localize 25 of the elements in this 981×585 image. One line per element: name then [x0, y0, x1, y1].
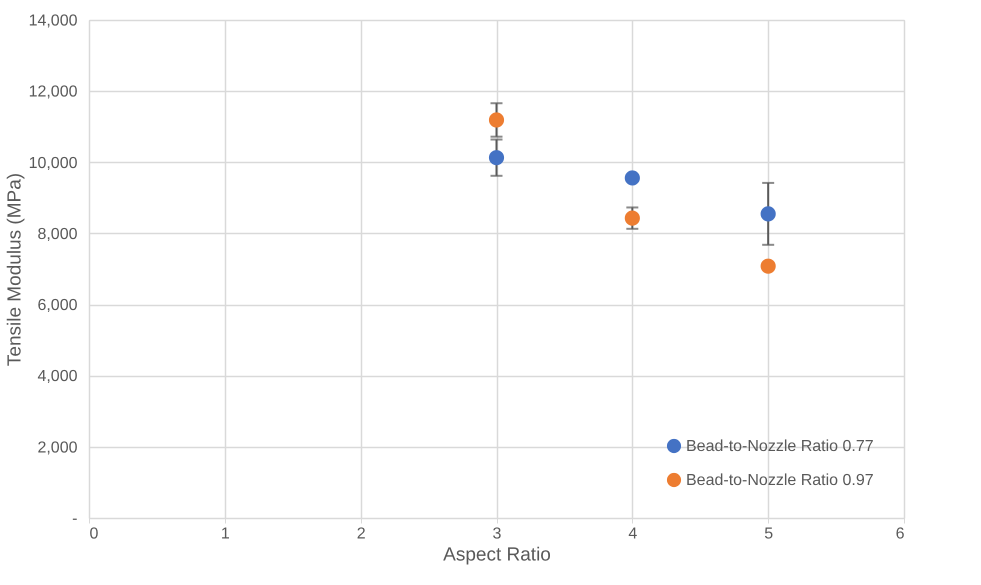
- x-tick-label: 4: [628, 526, 638, 542]
- x-tick-label: 6: [896, 526, 905, 542]
- y-tick-label: 4,000: [37, 368, 78, 386]
- point: [488, 150, 504, 166]
- x-tick-label: 5: [764, 526, 774, 542]
- legend-label: Bead-to-Nozzle Ratio 0.77: [686, 438, 874, 455]
- y-tick-label: 6,000: [37, 297, 78, 314]
- y-tick-label: -: [72, 510, 78, 528]
- x-tick-label: 1: [220, 526, 230, 542]
- point: [624, 170, 640, 186]
- y-tick-label: 12,000: [28, 84, 78, 101]
- y-tick-label: 10,000: [28, 154, 78, 172]
- point: [624, 210, 640, 226]
- x-tick-label: 0: [90, 526, 98, 542]
- x-axis-title: Aspect Ratio: [443, 544, 551, 566]
- y-tick-label: 2,000: [37, 439, 78, 456]
- y-tick-label: 14,000: [28, 12, 78, 30]
- legend-label: Bead-to-Nozzle Ratio 0.97: [686, 472, 874, 489]
- x-tick-label: 2: [356, 526, 366, 542]
- point: [488, 112, 504, 128]
- point: [760, 258, 776, 274]
- x-tick-label: 3: [492, 526, 502, 542]
- y-axis-title: Tensile Modulus (MPa): [4, 172, 26, 366]
- y-tick-label: 8,000: [37, 226, 78, 243]
- point: [760, 206, 776, 222]
